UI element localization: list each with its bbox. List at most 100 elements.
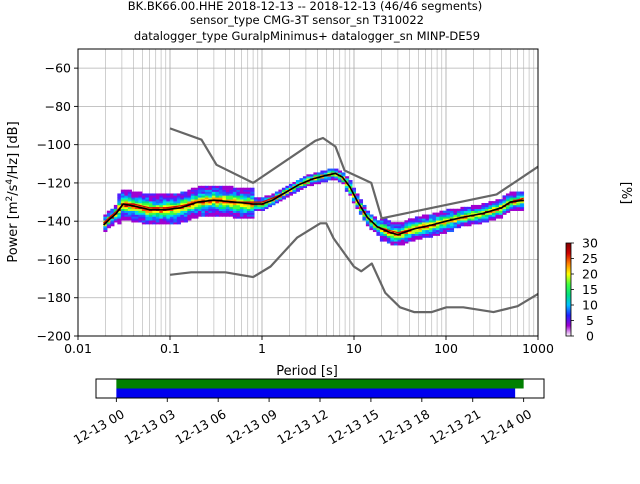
psd-cell — [218, 214, 223, 217]
psd-cell — [470, 222, 476, 225]
psd-cell — [509, 204, 514, 208]
psd-cell — [463, 222, 469, 225]
psd-cell — [418, 237, 423, 240]
psd-cell — [299, 187, 304, 190]
psd-cell — [400, 239, 406, 242]
psd-cell — [187, 218, 192, 221]
psd-cell — [236, 199, 241, 202]
psd-cell — [183, 220, 188, 223]
psd-cell — [183, 208, 188, 211]
psd-cell — [148, 222, 153, 225]
psd-cell — [218, 210, 223, 213]
psd-cell — [442, 227, 448, 231]
psd-cell — [110, 210, 115, 213]
psd-cell — [421, 218, 427, 221]
psd-cell — [502, 206, 507, 210]
psd-cell — [516, 204, 521, 208]
psd-cell — [187, 195, 192, 198]
psd-cell — [138, 218, 143, 221]
psd-cell — [348, 191, 353, 194]
psd-cell — [351, 201, 357, 204]
psd-cell — [232, 216, 237, 219]
psd-cell — [495, 201, 500, 204]
psd-cell — [215, 187, 220, 190]
colorbar-tick-label: 15 — [582, 282, 598, 297]
psd-cell — [117, 222, 122, 225]
psd-cell — [519, 206, 525, 210]
psd-cell — [477, 214, 483, 217]
psd-cell — [106, 210, 111, 213]
psd-cell — [257, 208, 262, 211]
psd-cell — [152, 218, 157, 221]
psd-cell — [211, 208, 216, 211]
psd-cell — [446, 210, 451, 213]
psd-cell — [446, 224, 451, 227]
psd-cell — [180, 216, 185, 219]
psd-cell — [138, 199, 143, 202]
psd-cell — [495, 210, 500, 213]
psd-cell — [246, 208, 251, 211]
psd-cell — [509, 208, 514, 211]
psd-cell — [148, 195, 153, 198]
psd-cell — [145, 206, 150, 210]
psd-cell — [148, 218, 153, 221]
psd-cell — [449, 225, 455, 229]
psd-cell — [110, 208, 115, 211]
psd-cell — [117, 220, 122, 223]
psd-cell — [113, 216, 118, 219]
psd-cell — [484, 203, 490, 206]
psd-cell — [120, 191, 125, 194]
psd-cell — [211, 193, 216, 196]
psd-cell — [120, 193, 125, 196]
psd-cell — [246, 189, 251, 192]
psd-cell — [453, 214, 458, 217]
psd-cell — [477, 206, 483, 210]
psd-cell — [141, 212, 146, 215]
colorbar-tick-label: 5 — [586, 313, 594, 328]
psd-cell — [218, 204, 223, 208]
psd-cell — [148, 210, 153, 213]
psd-cell — [320, 178, 325, 181]
psd-cell — [215, 201, 220, 204]
psd-cell — [421, 231, 427, 234]
psd-cell — [141, 216, 146, 219]
psd-cell — [474, 206, 479, 210]
psd-cell — [393, 241, 399, 244]
psd-cell — [131, 218, 136, 221]
psd-cell — [246, 187, 251, 190]
psd-cell — [453, 222, 458, 225]
psd-cell — [250, 204, 255, 208]
psd-cell — [253, 197, 258, 200]
psd-cell — [124, 214, 129, 217]
psd-cell — [502, 208, 507, 211]
psd-cell — [250, 216, 255, 219]
psd-cell — [285, 185, 290, 189]
psd-cell — [250, 212, 255, 215]
psd-cell — [197, 210, 202, 213]
psd-cell — [239, 216, 244, 219]
psd-cell — [117, 210, 122, 213]
psd-cell — [176, 199, 181, 202]
psd-cell — [194, 206, 199, 210]
psd-cell — [232, 203, 237, 206]
psd-cell — [176, 210, 181, 213]
psd-cell — [155, 204, 160, 208]
psd-cell — [124, 195, 129, 198]
psd-cell — [215, 206, 220, 210]
psd-cell — [411, 237, 416, 240]
psd-cell — [285, 195, 290, 198]
psd-cell — [232, 210, 237, 213]
y-tick-label: −180 — [37, 290, 71, 305]
psd-cell — [208, 185, 213, 189]
psd-cell — [134, 197, 139, 200]
psd-cell — [414, 222, 420, 225]
psd-cell — [236, 204, 241, 208]
psd-cell — [404, 220, 409, 223]
psd-cell — [190, 208, 195, 211]
psd-cell — [467, 216, 472, 219]
psd-cell — [260, 206, 265, 210]
psd-cell — [467, 218, 472, 221]
psd-cell — [169, 208, 174, 211]
psd-cell — [243, 206, 248, 210]
